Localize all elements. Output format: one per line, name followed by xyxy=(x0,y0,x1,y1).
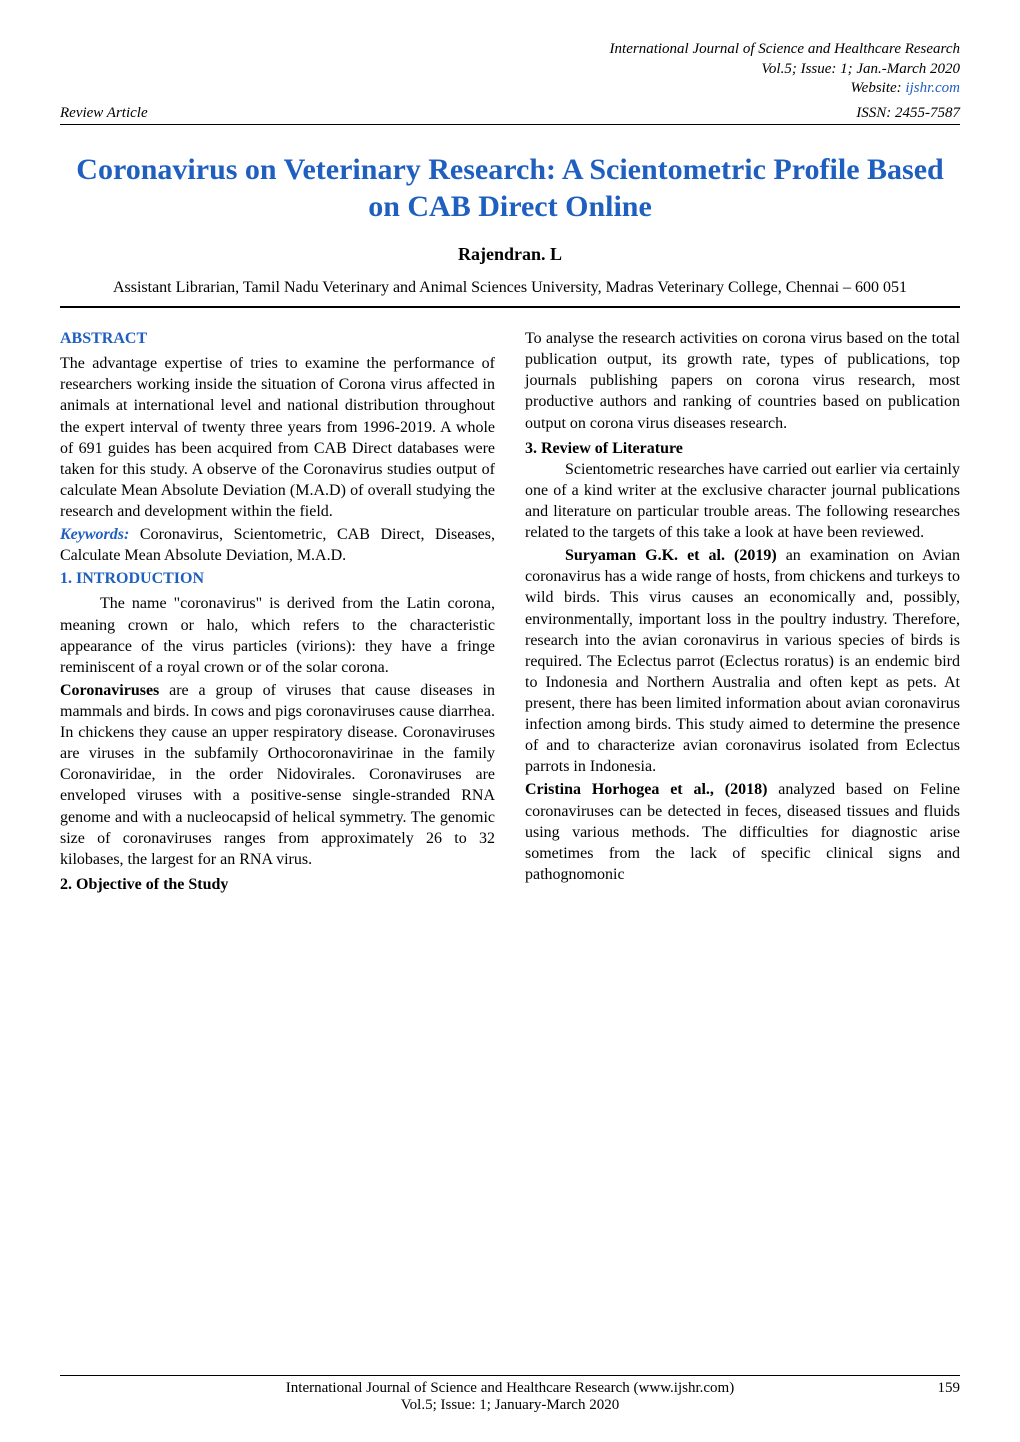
issue-info: Vol.5; Issue: 1; Jan.-March 2020 xyxy=(60,60,960,80)
header-meta: International Journal of Science and Hea… xyxy=(60,40,960,99)
footer-spacer xyxy=(60,1380,120,1414)
review-cite-1: Suryaman G.K. et al. (2019) xyxy=(565,547,777,564)
header-row: Review Article ISSN: 2455-7587 xyxy=(60,105,960,125)
review-para-2: Suryaman G.K. et al. (2019) an examinati… xyxy=(525,545,960,777)
intro-para-1: The name "coronavirus" is derived from t… xyxy=(60,593,495,677)
author-name: Rajendran. L xyxy=(60,244,960,265)
abstract-heading: ABSTRACT xyxy=(60,328,495,349)
author-affiliation: Assistant Librarian, Tamil Nadu Veterina… xyxy=(60,277,960,299)
review-cite-2: Cristina Horhogea et al., (2018) xyxy=(525,781,767,798)
review-para-1: Scientometric researches have carried ou… xyxy=(525,459,960,543)
objective-text: To analyse the research activities on co… xyxy=(525,328,960,434)
keywords-label: Keywords: xyxy=(60,526,129,543)
website-line: Website: ijshr.com xyxy=(60,79,960,99)
body-columns: ABSTRACT The advantage expertise of trie… xyxy=(60,328,960,895)
abstract-text: The advantage expertise of tries to exam… xyxy=(60,353,495,522)
footer-row: International Journal of Science and Hea… xyxy=(60,1380,960,1414)
footer-center: International Journal of Science and Hea… xyxy=(120,1380,900,1414)
left-column: ABSTRACT The advantage expertise of trie… xyxy=(60,328,495,895)
objective-heading: 2. Objective of the Study xyxy=(60,874,495,895)
introduction-heading: 1. INTRODUCTION xyxy=(60,568,495,589)
footer-line-1: International Journal of Science and Hea… xyxy=(120,1380,900,1397)
intro-para-2-rest: are a group of viruses that cause diseas… xyxy=(60,682,495,868)
journal-name: International Journal of Science and Hea… xyxy=(60,40,960,60)
title-rule xyxy=(60,306,960,308)
footer-page-number: 159 xyxy=(900,1380,960,1414)
keywords-line: Keywords: Coronavirus, Scientometric, CA… xyxy=(60,524,495,566)
review-para-2-rest: an examination on Avian coronavirus has … xyxy=(525,547,960,775)
intro-para-2: Coronaviruses are a group of viruses tha… xyxy=(60,680,495,870)
paper-title: Coronavirus on Veterinary Research: A Sc… xyxy=(60,151,960,226)
article-type: Review Article xyxy=(60,105,148,122)
website-label: Website: xyxy=(851,80,906,96)
review-para-3: Cristina Horhogea et al., (2018) analyze… xyxy=(525,779,960,885)
website-link[interactable]: ijshr.com xyxy=(905,80,960,96)
page-footer: International Journal of Science and Hea… xyxy=(60,1375,960,1414)
footer-line-2: Vol.5; Issue: 1; January-March 2020 xyxy=(120,1397,900,1414)
review-heading: 3. Review of Literature xyxy=(525,438,960,459)
footer-rule xyxy=(60,1375,960,1376)
intro-bold-term: Coronaviruses xyxy=(60,682,159,699)
right-column: To analyse the research activities on co… xyxy=(525,328,960,895)
issn: ISSN: 2455-7587 xyxy=(856,105,960,122)
